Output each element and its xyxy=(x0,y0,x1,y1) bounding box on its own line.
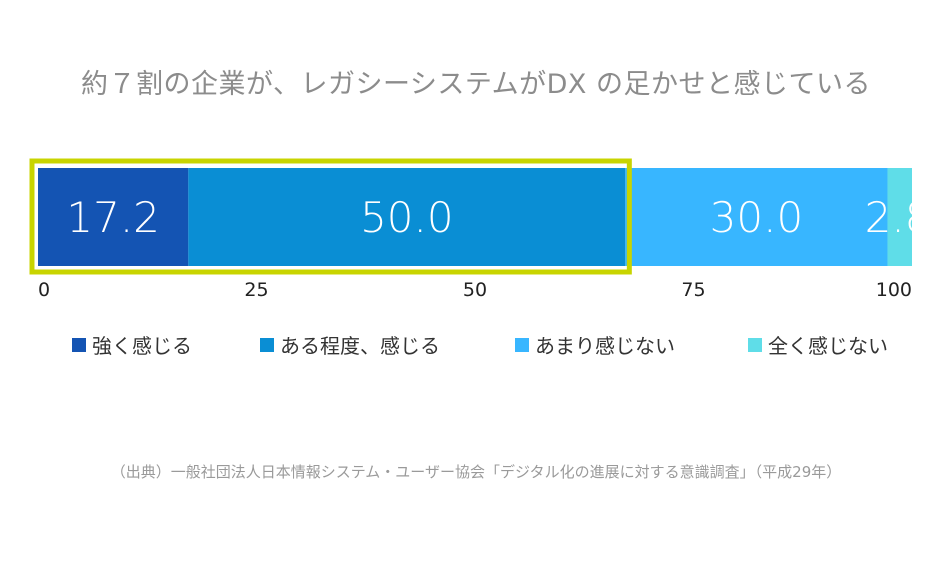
data-label-1: 17.2 xyxy=(66,193,160,242)
x-tick-label-50: 50 xyxy=(463,279,487,301)
data-label-4: 2.8 xyxy=(865,193,932,242)
highlight-box xyxy=(29,158,632,275)
legend-swatch-3 xyxy=(515,337,529,352)
legend-label-2: ある程度、感じる xyxy=(280,334,440,358)
chart-title: 約７割の企業が、レガシーシステムがDX の足かせと感じている xyxy=(81,69,871,100)
legend-label-3: あまり感じない xyxy=(535,334,675,358)
x-tick-label-25: 25 xyxy=(244,279,268,301)
bar-segment-2 xyxy=(188,168,626,266)
legend-item-not-at-all-feel: 全く感じない xyxy=(748,330,888,359)
data-labels: 17.2 50.0 30.0 2.8 xyxy=(66,193,931,242)
legend: 強く感じる ある程度、感じる あまり感じない 全く感じない xyxy=(0,330,952,360)
legend-item-strongly-feel: 強く感じる xyxy=(72,330,192,359)
bar-segment-4 xyxy=(887,168,912,266)
legend-swatch-2 xyxy=(260,337,274,352)
bar-segment-3 xyxy=(625,168,888,266)
x-axis-ticks: 0 25 50 75 100 xyxy=(38,279,912,301)
legend-swatch-1 xyxy=(72,337,86,352)
legend-item-not-much-feel: あまり感じない xyxy=(515,330,675,359)
bar-segment-1 xyxy=(38,168,189,266)
data-label-3: 30.0 xyxy=(710,193,804,242)
x-tick-label-100: 100 xyxy=(876,279,912,301)
x-tick-label-0: 0 xyxy=(38,279,50,301)
legend-label-1: 強く感じる xyxy=(92,334,192,358)
data-label-2: 50.0 xyxy=(360,193,454,242)
legend-item-somewhat-feel: ある程度、感じる xyxy=(260,330,440,359)
legend-swatch-4 xyxy=(748,337,762,352)
stacked-bar-chart: 17.2 50.0 30.0 2.8 0 25 50 75 100 xyxy=(29,158,931,301)
bar-segments xyxy=(38,168,912,266)
x-tick-label-75: 75 xyxy=(681,279,705,301)
source-note: （出典）一般社団法人日本情報システム・ユーザー協会「デジタル化の進展に対する意識… xyxy=(110,463,842,481)
legend-label-4: 全く感じない xyxy=(768,334,888,358)
